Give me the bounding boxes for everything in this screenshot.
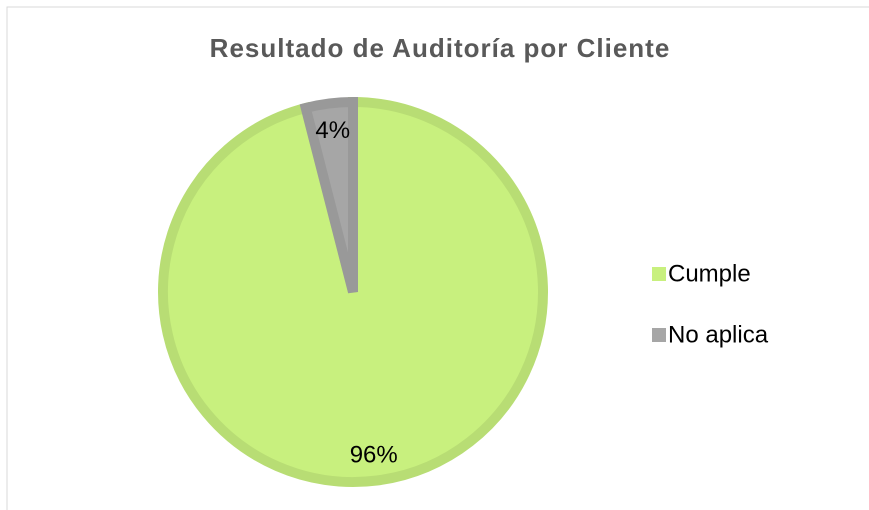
chart-frame [6,6,869,510]
pie-slice [299,96,358,294]
legend-label: Cumple [668,260,751,287]
legend-swatch [652,328,666,342]
chart-title: Resultado de Auditoría por Cliente [210,33,671,63]
data-label: 96% [350,441,398,468]
legend-label: No aplica [668,321,769,348]
data-label: 4% [315,117,350,144]
legend-swatch [652,267,666,281]
